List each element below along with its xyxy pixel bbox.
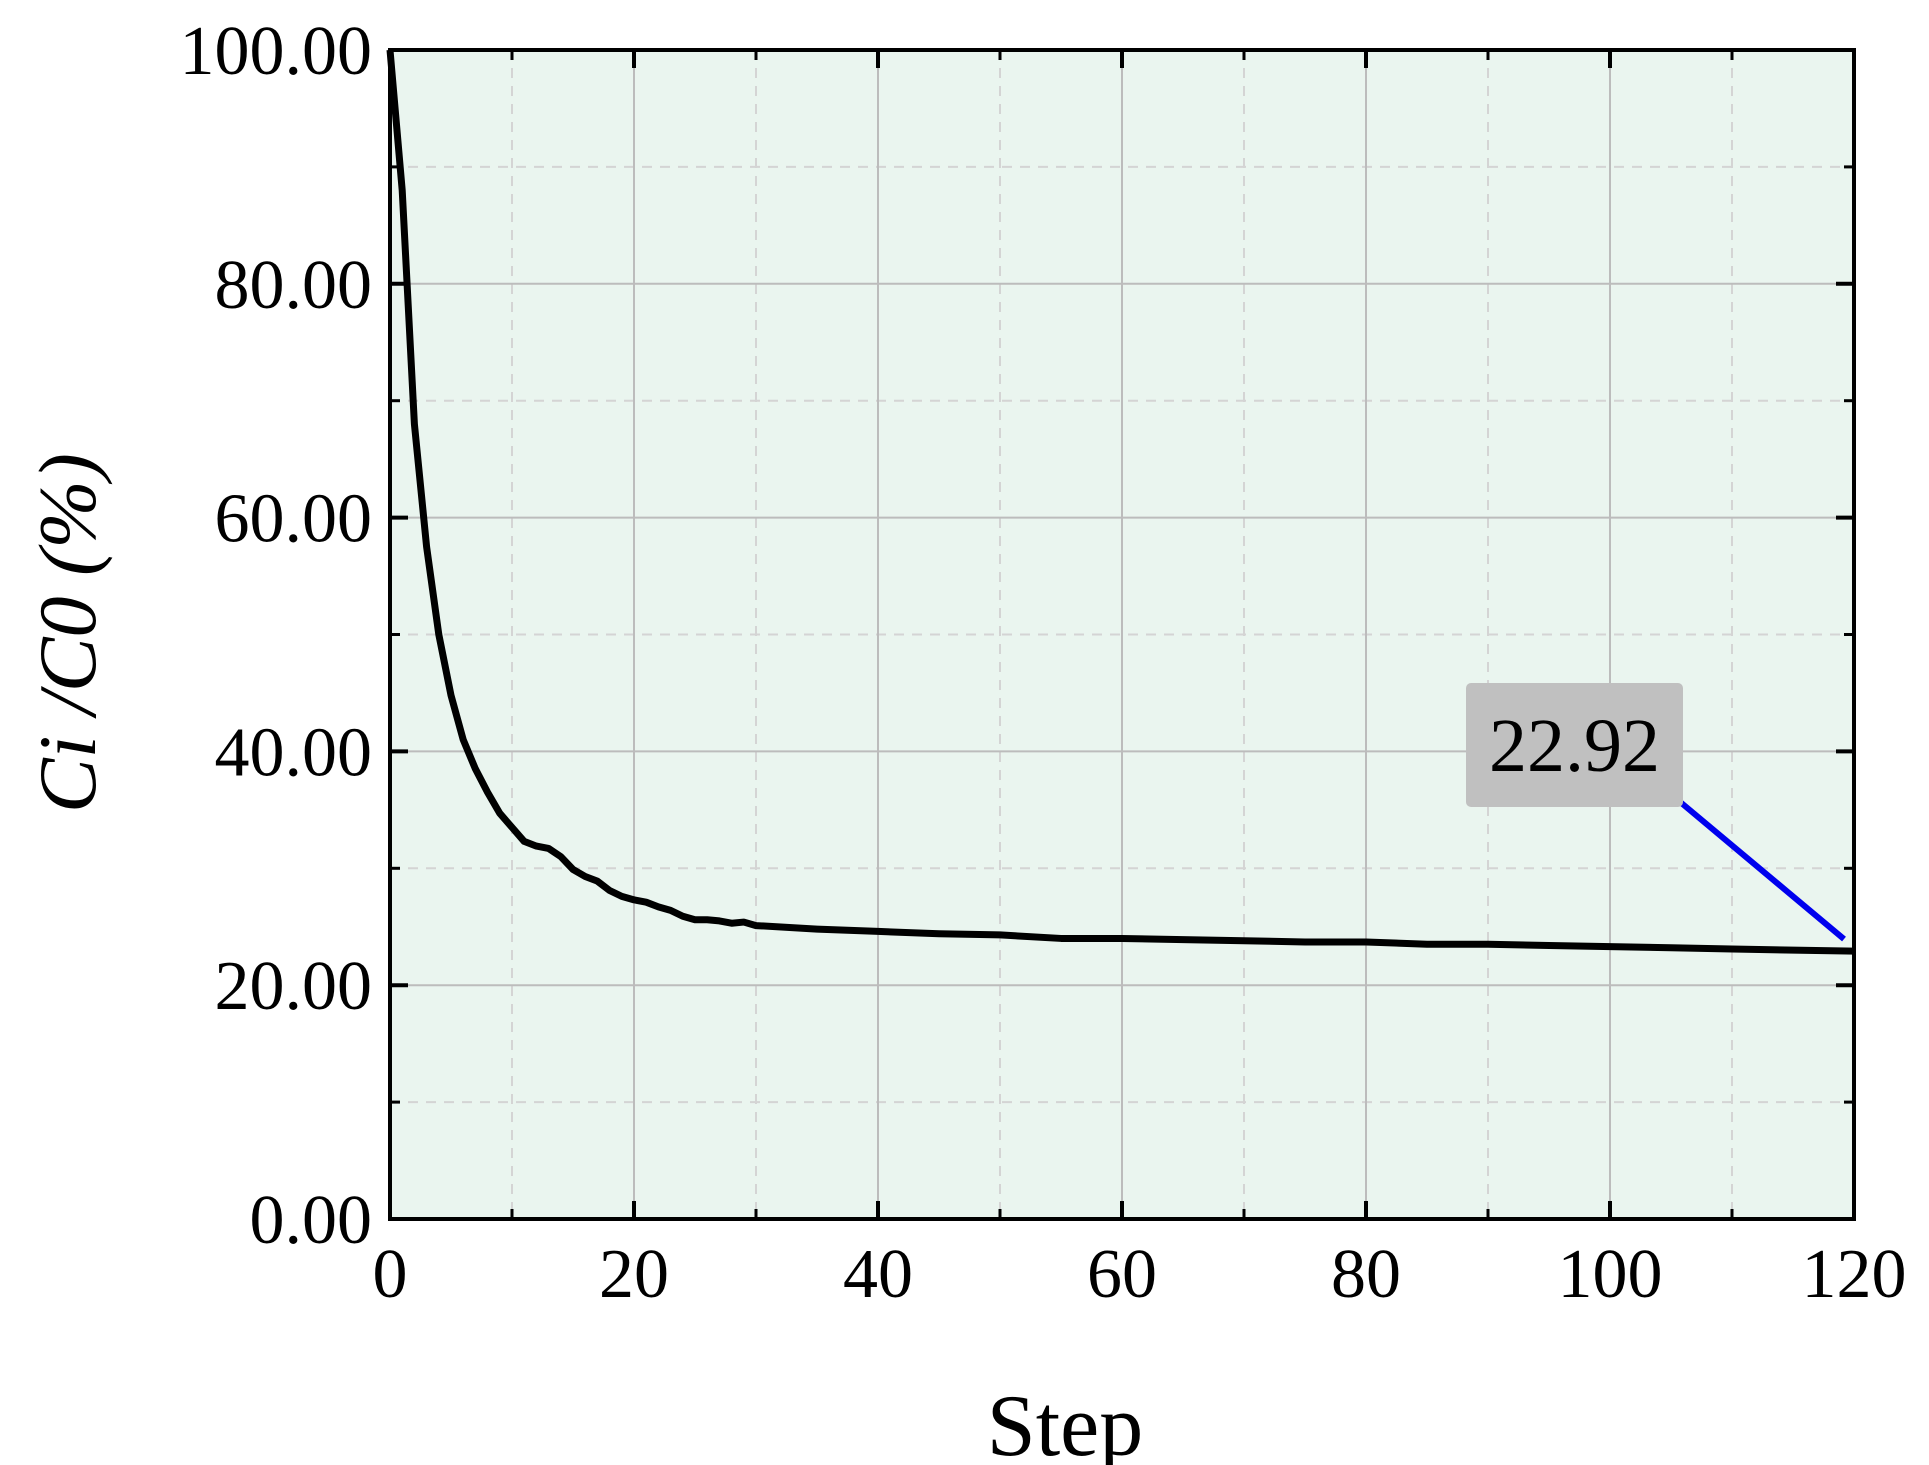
y-axis-label: Ci /C0 (%) bbox=[22, 453, 113, 813]
y-tick-label: 60.00 bbox=[215, 481, 373, 558]
x-tick-label: 100 bbox=[1558, 1236, 1663, 1313]
x-tick-label: 20 bbox=[599, 1236, 669, 1313]
y-tick-label: 100.00 bbox=[180, 13, 373, 90]
annotation-arrow bbox=[1677, 798, 1846, 942]
data-line bbox=[386, 49, 1855, 955]
x-tick-label: 40 bbox=[843, 1236, 913, 1313]
x-tick-label: 60 bbox=[1087, 1236, 1157, 1313]
y-tick-label: 20.00 bbox=[215, 948, 373, 1025]
x-tick-label: 80 bbox=[1331, 1236, 1401, 1313]
y-tick-label: 80.00 bbox=[215, 247, 373, 324]
annotation-label: 22.92 bbox=[1489, 704, 1660, 788]
x-tick-label: 120 bbox=[1802, 1236, 1907, 1313]
y-tick-label: 0.00 bbox=[250, 1182, 373, 1259]
x-tick-label: 0 bbox=[373, 1236, 408, 1313]
y-tick-label: 40.00 bbox=[215, 714, 373, 791]
annotation-box bbox=[1466, 683, 1683, 807]
x-axis-label: Step bbox=[987, 1378, 1143, 1465]
